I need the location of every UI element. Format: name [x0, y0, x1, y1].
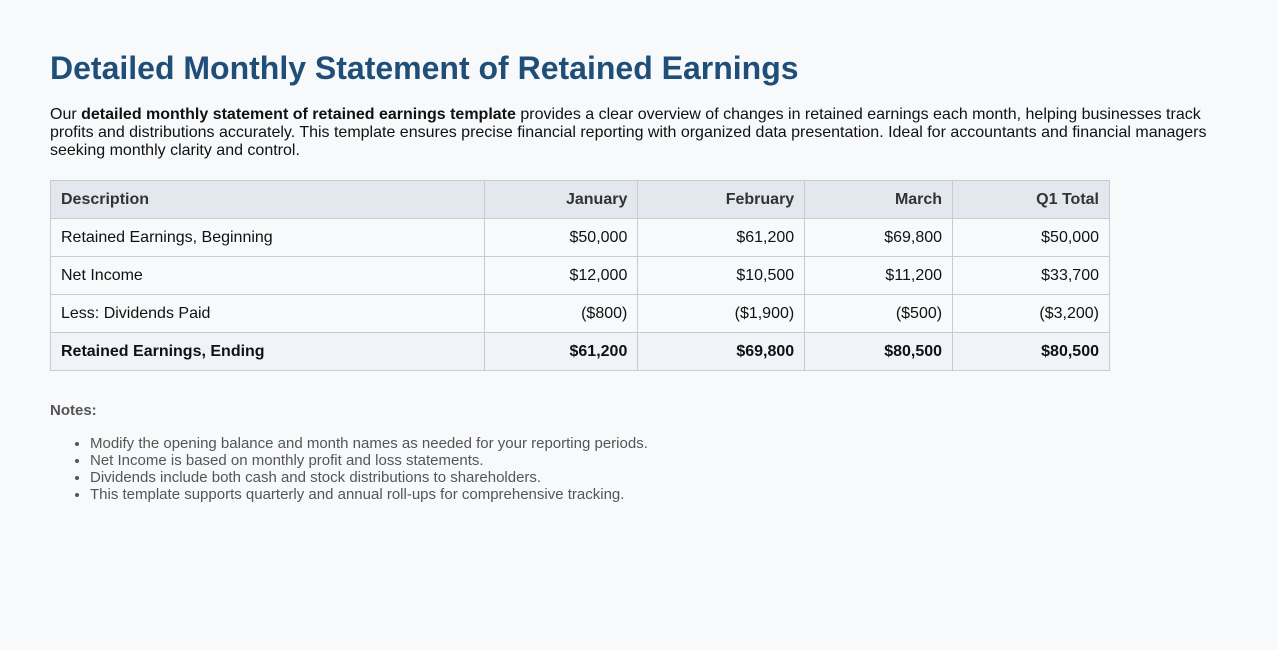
note-item: This template supports quarterly and ann… — [90, 486, 1228, 503]
notes-heading: Notes: — [50, 402, 97, 419]
cell-february: ($1,900) — [637, 294, 806, 333]
notes-list: Modify the opening balance and month nam… — [50, 435, 1228, 503]
cell-march: $11,200 — [804, 256, 954, 295]
cell-description: Net Income — [49, 256, 486, 295]
table-row: Net Income $12,000 $10,500 $11,200 $33,7… — [49, 256, 1110, 295]
cell-january: ($800) — [484, 294, 639, 333]
intro-paragraph: Our detailed monthly statement of retain… — [50, 106, 1220, 160]
table-row: Less: Dividends Paid ($800) ($1,900) ($5… — [49, 294, 1110, 333]
cell-description: Retained Earnings, Beginning — [49, 218, 486, 257]
cell-february: $69,800 — [637, 332, 806, 371]
cell-q1-total: $50,000 — [952, 218, 1110, 257]
header-march: March — [804, 180, 954, 219]
header-january: January — [484, 180, 639, 219]
cell-description: Retained Earnings, Ending — [49, 332, 486, 371]
header-q1-total: Q1 Total — [952, 180, 1110, 219]
cell-march: $69,800 — [804, 218, 954, 257]
header-february: February — [637, 180, 806, 219]
page-title: Detailed Monthly Statement of Retained E… — [50, 50, 799, 86]
cell-february: $10,500 — [637, 256, 806, 295]
cell-q1-total: $80,500 — [952, 332, 1110, 371]
cell-january: $12,000 — [484, 256, 639, 295]
retained-earnings-table: Description January February March Q1 To… — [49, 180, 1110, 371]
note-item: Net Income is based on monthly profit an… — [90, 452, 1228, 469]
note-item: Dividends include both cash and stock di… — [90, 469, 1228, 486]
cell-march: ($500) — [804, 294, 954, 333]
cell-january: $61,200 — [484, 332, 639, 371]
table-total-row: Retained Earnings, Ending $61,200 $69,80… — [49, 332, 1110, 371]
table-header-row: Description January February March Q1 To… — [49, 180, 1110, 219]
intro-suffix: provides a clear overview of changes in … — [50, 106, 1207, 159]
cell-march: $80,500 — [804, 332, 954, 371]
cell-february: $61,200 — [637, 218, 806, 257]
note-item: Modify the opening balance and month nam… — [90, 435, 1228, 452]
cell-q1-total: $33,700 — [952, 256, 1110, 295]
cell-description: Less: Dividends Paid — [49, 294, 486, 333]
header-description: Description — [49, 180, 486, 219]
table-row: Retained Earnings, Beginning $50,000 $61… — [49, 218, 1110, 257]
intro-prefix: Our — [50, 106, 82, 123]
cell-q1-total: ($3,200) — [952, 294, 1110, 333]
cell-january: $50,000 — [484, 218, 639, 257]
page: Detailed Monthly Statement of Retained E… — [0, 0, 1278, 503]
intro-bold: detailed monthly statement of retained e… — [81, 106, 516, 123]
